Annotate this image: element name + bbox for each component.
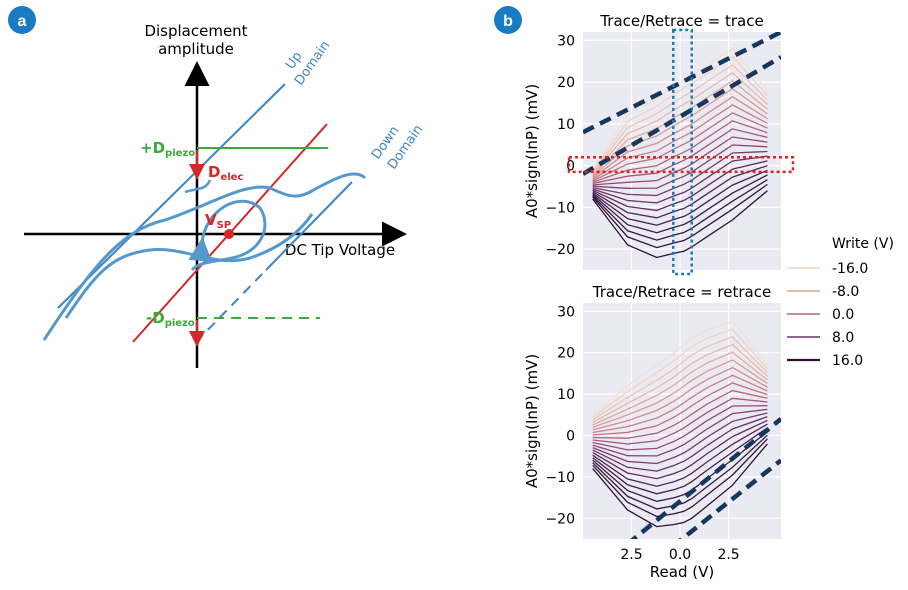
y-tick-label: −10 — [545, 200, 575, 216]
legend-label: 8.0 — [832, 330, 854, 346]
down-domain-line-dashed — [195, 269, 267, 343]
series-line-write-6.5 — [592, 160, 768, 212]
series-line-write-3.5 — [592, 412, 768, 465]
y-tick-label: 20 — [557, 346, 575, 362]
series-line-write-3.5 — [592, 150, 768, 197]
series-line-write--14.5 — [592, 328, 768, 418]
series-line-write-0.5 — [592, 136, 768, 186]
series-line-write--11.5 — [592, 343, 768, 423]
series-line-write--16 — [592, 47, 768, 171]
y-tick-label: 0 — [566, 428, 575, 444]
series-line-write--1 — [592, 128, 768, 185]
series-line-write-16 — [592, 190, 768, 259]
panel-b: b −20 −10 0 10 20 30 Trace/Retrace = trace A0*s… — [494, 6, 894, 581]
y-tick-label: 10 — [557, 387, 575, 403]
x-tick-label: 2.5 — [620, 547, 642, 563]
y-tick-label: −10 — [545, 470, 575, 486]
x-axis-label: Read (V) — [650, 563, 714, 581]
series-line-write-14 — [592, 183, 768, 249]
series-group — [583, 32, 781, 259]
domain-boundary-upper — [630, 417, 781, 539]
panel-b-badge — [494, 6, 522, 34]
series-line-write-9.5 — [592, 169, 768, 226]
panel-b-badge-label: b — [503, 13, 513, 30]
series-line-write--8.5 — [592, 359, 768, 429]
series-line-write--11.5 — [592, 71, 768, 175]
series-line-write-12.5 — [592, 179, 768, 241]
series-line-write--13 — [592, 336, 768, 421]
offset-window-box — [567, 156, 795, 174]
panel-a: a Displacement amplitude DC Tip Voltage … — [8, 6, 426, 368]
y-tick-label: −20 — [545, 242, 575, 258]
plus-dpiezo-label: +Dpiezo — [140, 139, 195, 159]
minus-dpiezo-label: -Dpiezo — [146, 309, 195, 329]
panel-a-badge — [8, 6, 36, 34]
series-line-write-2 — [592, 408, 768, 457]
plot-retrace: −20 −10 0 10 20 30 2.5 0.0 2.5 Trace/Retrace = re… — [523, 283, 781, 581]
y-tick-label: 0 — [566, 159, 575, 175]
plot-title: Trace/Retrace = trace — [599, 12, 763, 30]
series-line-write--4 — [592, 112, 768, 182]
delec-label: Delec — [208, 163, 243, 183]
series-line-write-6.5 — [592, 419, 768, 480]
series-line-write--4 — [592, 382, 768, 436]
legend-title: Write (V) — [832, 236, 894, 252]
series-line-write-12.5 — [592, 434, 768, 510]
legend: Write (V) -16.0 -8.0 0.0 8.0 16.0 — [787, 236, 894, 369]
y-tick-label: 30 — [557, 33, 575, 49]
series-group — [592, 320, 781, 539]
series-line-write-9.5 — [592, 427, 768, 495]
hysteresis-loop-lower — [64, 213, 314, 319]
series-line-write--2.5 — [592, 120, 768, 183]
domain-boundary-lower — [583, 55, 781, 176]
series-line-write--1 — [592, 397, 768, 445]
series-line-write-11 — [592, 174, 768, 234]
series-line-write-8 — [592, 423, 768, 487]
plot-trace: −20 −10 0 10 20 30 Trace/Retrace = trace A0*sig… — [523, 12, 795, 276]
down-domain-line — [265, 181, 353, 271]
series-line-write-5 — [592, 416, 768, 472]
loop-segment — [184, 179, 212, 194]
panel-a-badge-label: a — [18, 13, 27, 30]
legend-label: 16.0 — [832, 353, 863, 369]
x-tick-label: 2.5 — [717, 547, 739, 563]
series-line-write-2 — [592, 144, 768, 189]
y-tick-label: −20 — [545, 511, 575, 527]
series-line-write-16 — [592, 443, 768, 528]
y-tick-label: 10 — [557, 117, 575, 133]
y-tick-label: 20 — [557, 75, 575, 91]
vsp-label: VSP — [205, 211, 231, 231]
loop-spiral — [188, 199, 267, 272]
series-line-write-14 — [592, 438, 768, 518]
y-axis-label-line2: amplitude — [158, 40, 234, 58]
series-line-write--7 — [592, 96, 768, 179]
x-tick-label: 0.0 — [669, 547, 691, 563]
series-line-write--10 — [592, 351, 768, 426]
x-axis-label: DC Tip Voltage — [285, 241, 395, 259]
series-line-write--7 — [592, 366, 768, 431]
series-line-write--16 — [592, 320, 768, 416]
up-domain-line — [57, 83, 286, 309]
y-axis-label-line1: Displacement — [144, 22, 247, 40]
series-line-write-0.5 — [592, 405, 768, 451]
legend-label: -16.0 — [832, 261, 868, 277]
series-line-write-5 — [592, 155, 768, 204]
legend-label: -8.0 — [832, 284, 859, 300]
y-tick-label: 30 — [557, 304, 575, 320]
y-axis-label: A0*sign(InP) (mV) — [523, 84, 541, 218]
series-line-write--5.5 — [592, 104, 768, 180]
hysteresis-loop-upper — [42, 172, 367, 341]
y-axis-label: A0*sign(InP) (mV) — [523, 354, 541, 488]
plot-title: Trace/Retrace = retrace — [592, 283, 771, 301]
series-line-write--2.5 — [592, 389, 768, 439]
vsp-point — [224, 229, 234, 239]
read-window-box — [672, 28, 693, 276]
domain-boundary-lower — [678, 458, 781, 539]
series-line-write--13 — [592, 63, 768, 173]
series-line-write-8 — [592, 164, 768, 219]
series-line-write--5.5 — [592, 374, 768, 434]
legend-label: 0.0 — [832, 307, 854, 323]
